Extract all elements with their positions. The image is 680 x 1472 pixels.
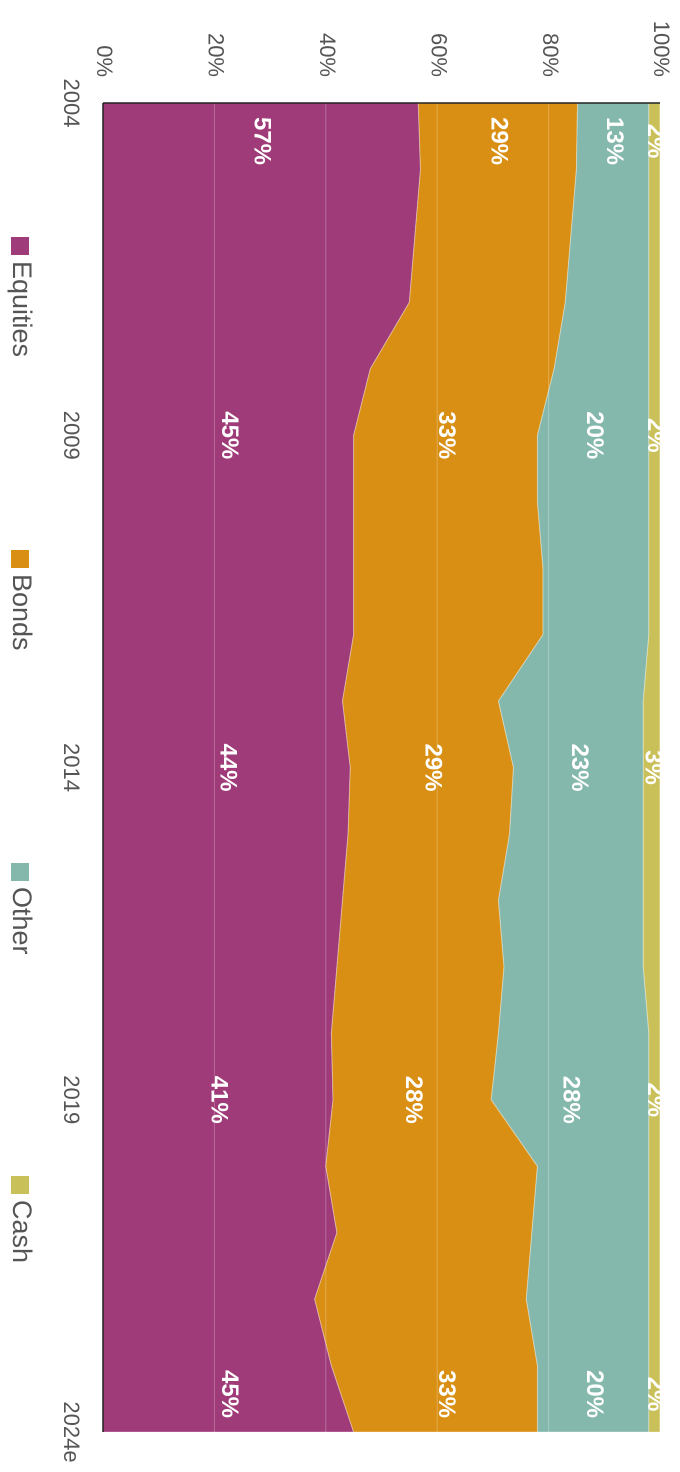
legend-label: Other: [7, 887, 37, 955]
data-label: 29%: [486, 117, 513, 165]
data-label: 2%: [642, 1082, 669, 1117]
areas: [103, 103, 660, 1432]
y-tick-label: 100%: [649, 21, 674, 77]
x-tick-label: 2004: [59, 79, 84, 128]
x-tick-label: 2014: [59, 743, 84, 792]
data-label: 33%: [433, 411, 460, 459]
data-label: 2%: [642, 418, 669, 453]
legend-label: Bonds: [7, 574, 37, 651]
y-tick-label: 20%: [204, 33, 229, 77]
data-label: 2%: [642, 1377, 669, 1412]
data-label: 28%: [558, 1076, 585, 1124]
data-label: 41%: [206, 1076, 233, 1124]
data-label: 28%: [400, 1076, 427, 1124]
data-label: 3%: [639, 750, 666, 785]
data-label: 45%: [216, 1370, 243, 1418]
data-label: 33%: [433, 1370, 460, 1418]
data-label: 44%: [214, 743, 241, 791]
y-tick-label: 60%: [426, 33, 451, 77]
y-tick-label: 80%: [538, 33, 563, 77]
data-label: 29%: [420, 743, 447, 791]
data-label: 20%: [581, 411, 608, 459]
legend-label: Cash: [7, 1200, 37, 1263]
data-label: 23%: [566, 743, 593, 791]
legend-swatch: [11, 863, 29, 881]
data-label: 20%: [581, 1370, 608, 1418]
legend-swatch: [11, 1176, 29, 1194]
legend-label: Equities: [7, 261, 37, 357]
data-label: 13%: [601, 117, 628, 165]
data-label: 2%: [642, 124, 669, 159]
area: [642, 103, 660, 1432]
y-tick-label: 0%: [92, 45, 117, 77]
data-label: 57%: [248, 117, 275, 165]
y-tick-label: 40%: [315, 33, 340, 77]
x-tick-label: 2019: [59, 1075, 84, 1124]
x-tick-label: 2024e: [59, 1401, 84, 1462]
legend-swatch: [11, 550, 29, 568]
data-label: 45%: [216, 411, 243, 459]
legend-swatch: [11, 237, 29, 255]
chart-body: 57% 45% 44% 41% 45% 29% 33% 29% 28% 33% 13% 20% 23% 2…: [7, 21, 674, 1463]
x-tick-label: 2009: [59, 411, 84, 460]
